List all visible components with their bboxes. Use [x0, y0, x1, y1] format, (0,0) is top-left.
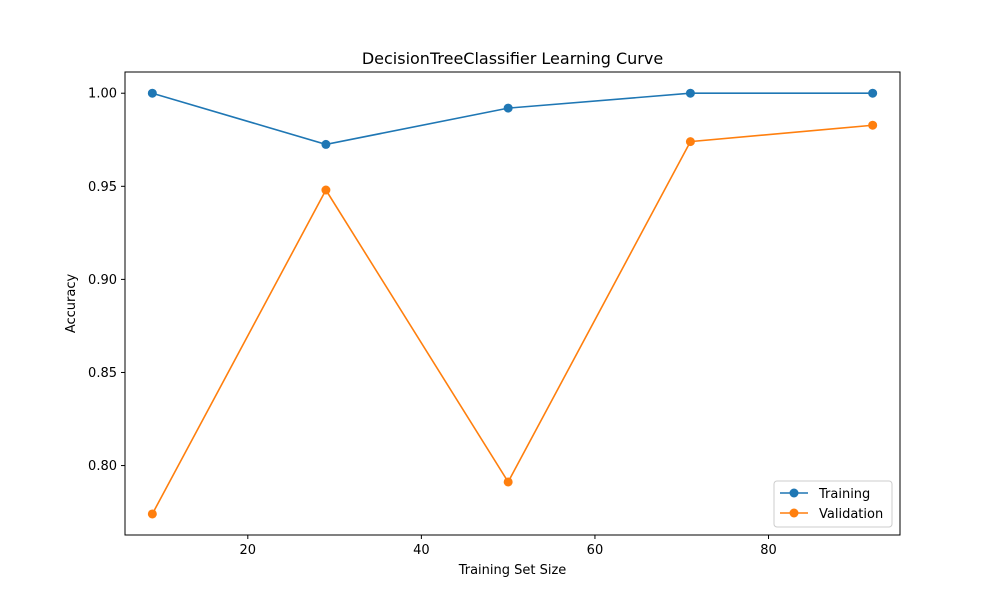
legend-validation-label: Validation — [819, 507, 883, 522]
validation-point — [147, 509, 157, 519]
x-tick-label: 40 — [413, 543, 430, 558]
validation-point — [868, 120, 878, 130]
training-point — [685, 88, 695, 98]
validation-series-line — [151, 124, 873, 515]
legend-validation-marker — [789, 508, 799, 518]
x-axis-ticks: 20 40 60 80 — [240, 535, 777, 558]
validation-point — [321, 185, 331, 195]
plot-frame — [124, 71, 901, 536]
legend-training-label: Training — [818, 487, 870, 502]
y-axis-ticks: 0.80 0.85 0.90 0.95 1.00 — [88, 87, 125, 474]
x-axis-label: Training Set Size — [458, 563, 567, 578]
validation-point — [685, 137, 695, 147]
legend-training-marker — [789, 488, 799, 498]
training-series-line — [152, 92, 873, 146]
y-tick-label: 0.80 — [88, 459, 117, 474]
legend: Training Validation — [773, 480, 893, 528]
y-tick-label: 0.85 — [88, 366, 117, 381]
y-tick-label: 0.90 — [88, 273, 117, 288]
y-tick-label: 1.00 — [88, 87, 117, 102]
training-point — [503, 103, 513, 113]
chart-title: DecisionTreeClassifier Learning Curve — [362, 49, 663, 68]
validation-point — [503, 477, 513, 487]
x-tick-label: 80 — [760, 543, 777, 558]
legend-items: Training Validation — [780, 487, 883, 522]
training-point — [868, 88, 878, 98]
y-tick-label: 0.95 — [88, 180, 117, 195]
training-point — [147, 88, 157, 98]
x-tick-label: 20 — [240, 543, 257, 558]
y-axis-label: Accuracy — [64, 274, 79, 334]
plot-series — [147, 88, 878, 519]
training-point — [321, 139, 331, 149]
x-tick-label: 60 — [587, 543, 604, 558]
